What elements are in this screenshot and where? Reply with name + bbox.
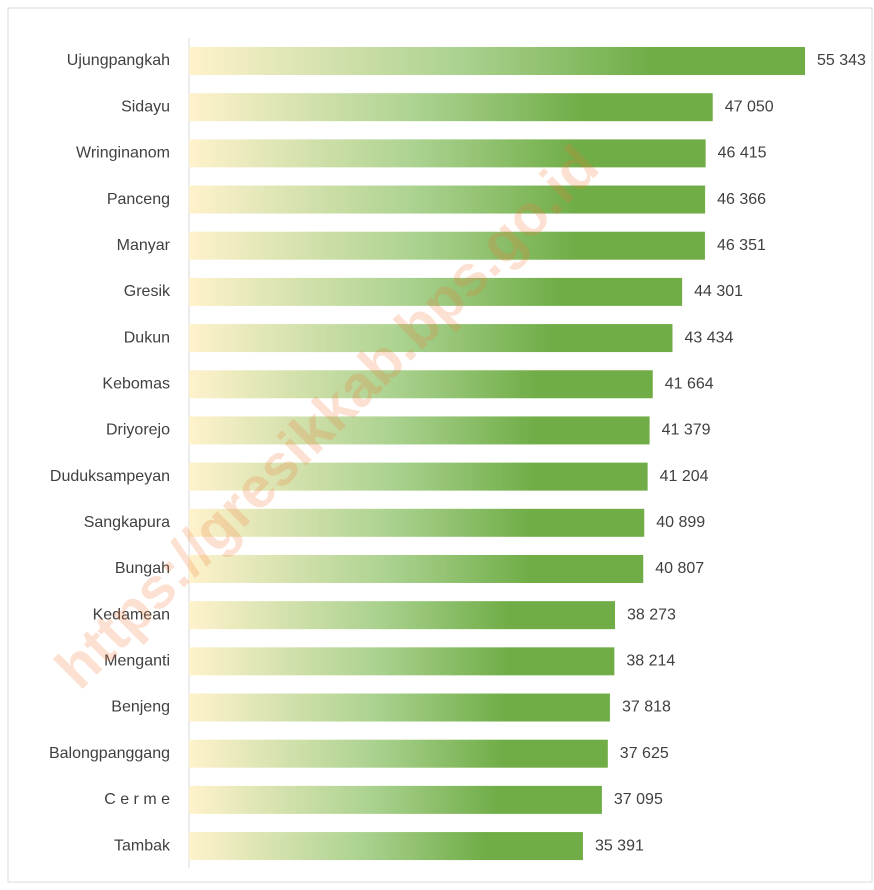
value-label: 41 664 [665, 375, 714, 392]
category-label: Duduksampeyan [50, 468, 170, 485]
bar [189, 185, 706, 214]
value-label: 40 899 [656, 514, 705, 531]
value-label: 55 343 [817, 52, 866, 69]
bar [189, 139, 706, 168]
value-label: 46 415 [718, 145, 767, 162]
bar [189, 693, 610, 722]
category-label: Sangkapura [84, 514, 170, 531]
category-label: Gresik [124, 283, 171, 300]
bar [189, 416, 650, 445]
bar [189, 47, 806, 75]
value-label: 46 351 [717, 237, 766, 254]
bar [189, 601, 616, 630]
category-label: Menganti [104, 653, 170, 670]
category-label: Kedamean [93, 606, 170, 623]
category-label: Tambak [114, 837, 171, 854]
category-label: Balongpanggang [49, 745, 170, 762]
category-label: C e r m e [104, 791, 170, 808]
bar [189, 554, 644, 583]
category-label: Driyorejo [106, 422, 170, 439]
value-label: 47 050 [725, 98, 774, 115]
bar [189, 462, 648, 491]
bar [189, 324, 673, 353]
bar [189, 231, 705, 260]
bar [189, 508, 645, 537]
chart-border [7, 7, 873, 883]
bar [189, 277, 683, 306]
value-label: 37 095 [614, 791, 663, 808]
value-label: 44 301 [694, 283, 743, 300]
category-label: Benjeng [111, 699, 170, 716]
category-label: Wringinanom [76, 145, 170, 162]
value-label: 37 625 [620, 745, 669, 762]
bar [189, 93, 713, 122]
value-label: 37 818 [622, 699, 671, 716]
category-label: Panceng [107, 191, 170, 208]
value-label: 40 807 [655, 560, 704, 577]
bar [189, 785, 602, 814]
value-label: 41 379 [662, 422, 711, 439]
category-label: Sidayu [121, 98, 170, 115]
value-label: 41 204 [660, 468, 709, 485]
bar [189, 370, 653, 399]
category-label: Kebomas [102, 375, 170, 392]
bar [189, 739, 608, 768]
category-label: Manyar [117, 237, 171, 254]
value-label: 46 366 [717, 191, 766, 208]
value-label: 38 273 [627, 606, 676, 623]
category-label: Ujungpangkah [67, 52, 170, 69]
category-label: Dukun [124, 329, 170, 346]
category-label: Bungah [115, 560, 170, 577]
value-label: 38 214 [626, 653, 675, 670]
bar [189, 832, 583, 861]
bar [189, 647, 615, 676]
value-label: 43 434 [684, 329, 733, 346]
value-label: 35 391 [595, 837, 644, 854]
